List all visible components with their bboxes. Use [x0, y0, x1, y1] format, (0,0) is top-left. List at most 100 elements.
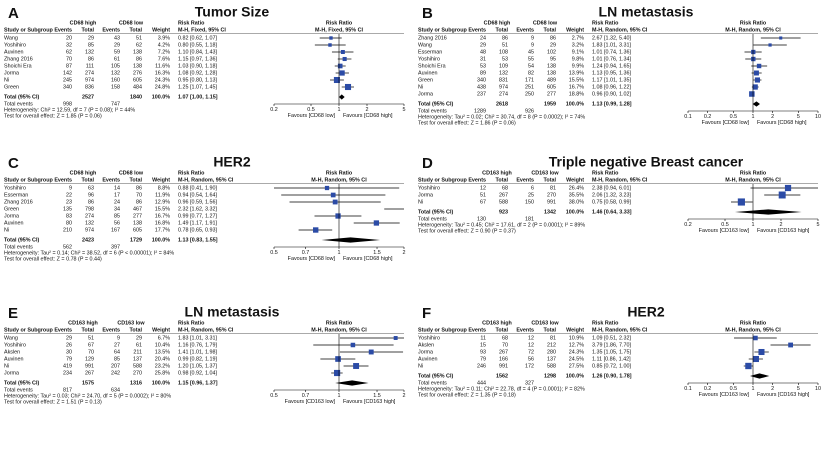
total: 29 — [136, 335, 142, 341]
ci-label: 1.08 [0.96, 1.22] — [592, 84, 631, 90]
column-header: Total — [544, 327, 557, 333]
diamond — [734, 209, 802, 215]
total-events-label: Total events — [418, 380, 447, 386]
panel-letter: A — [8, 5, 19, 22]
plot-area — [313, 336, 404, 386]
overall-effect: Test for overall effect: Z = 1.85 (P = 0… — [4, 113, 102, 119]
group-header: Risk Ratio — [326, 20, 353, 26]
column-header: M-H, Random, 95% CI — [178, 327, 234, 333]
column-header: Total — [130, 177, 143, 183]
heterogeneity: Heterogeneity: Tau² = 0.11; Chi² = 22.78… — [418, 386, 585, 392]
study-name: Yoshihiro — [418, 56, 440, 62]
weight: 23.2% — [155, 363, 170, 369]
study-name: Auvinen — [4, 220, 23, 226]
study-name: Ni — [418, 199, 423, 205]
group-header: Risk Ratio — [178, 320, 205, 326]
x-label-right: Favours [CD163 high] — [757, 392, 810, 398]
column-header: Total — [544, 27, 557, 33]
x-label-right: Favours [CD68 high] — [343, 113, 393, 119]
events: 419 — [63, 363, 72, 369]
ci-label: 1.49 [1.17, 1.91] — [178, 220, 217, 226]
study-name: Ni — [418, 84, 423, 90]
ci-label: 0.75 [0.58, 0.99] — [592, 199, 631, 205]
total-events-label: Total events — [4, 101, 33, 107]
column-header: M-H, Random, 95% CI — [725, 177, 781, 183]
column-header: Total — [496, 177, 509, 183]
total: 267 — [85, 370, 94, 376]
weight: 24.3% — [569, 349, 584, 355]
weight: 11.6% — [155, 63, 170, 69]
weight: 12.9% — [155, 199, 170, 205]
events: 150 — [525, 199, 534, 205]
ci-label: 1.83 [1.01, 3.31] — [178, 335, 217, 341]
x-tick-label: 0.2 — [684, 222, 692, 228]
weight: 24.3% — [155, 77, 170, 83]
ci-label: 0.99 [0.82, 1.19] — [178, 356, 217, 362]
x-tick-label: 0.2 — [704, 386, 712, 392]
events: 29 — [66, 335, 72, 341]
total-events-label: Total events — [418, 216, 447, 222]
ci-label: 1.46 [0.64, 3.33] — [592, 209, 632, 215]
point-estimate — [324, 185, 330, 191]
point-estimate — [393, 336, 398, 340]
total: 1840 — [130, 94, 142, 100]
study-name: Green — [4, 84, 19, 90]
events: 48 — [480, 49, 486, 55]
events: 45 — [528, 49, 534, 55]
study-name: Wang — [4, 335, 18, 341]
ci-label: 1.35 [1.05, 1.75] — [592, 349, 631, 355]
study-name: Jorma — [4, 370, 19, 376]
panel-letter: B — [422, 5, 433, 22]
total: 108 — [499, 49, 508, 55]
column-header: Weight — [566, 27, 584, 33]
total: 166 — [499, 356, 508, 362]
x-tick-label: 1.5 — [373, 250, 381, 256]
x-tick-label: 0.5 — [270, 250, 278, 256]
weight: 3.2% — [572, 42, 584, 48]
study-name: Shoichi Era — [4, 63, 32, 69]
ci-label: 1.26 [0.90, 1.78] — [592, 373, 632, 379]
total: 274 — [499, 91, 508, 97]
plot-area — [274, 185, 404, 243]
weight: 16.7% — [569, 84, 584, 90]
total: 2618 — [496, 101, 508, 107]
x-tick-label: 1.5 — [373, 393, 381, 399]
events: 9 — [531, 35, 534, 41]
column-header: Study or Subgroup — [418, 27, 468, 33]
total: 588 — [547, 363, 556, 369]
total: 270 — [133, 370, 142, 376]
plot-area — [733, 335, 811, 379]
group-header: CD163 low — [117, 320, 145, 326]
study-name: Jorma — [418, 91, 433, 97]
events: 17 — [114, 192, 120, 198]
total: 605 — [547, 84, 556, 90]
point-estimate — [753, 70, 759, 76]
weight: 7.6% — [158, 56, 170, 62]
events: 56 — [114, 220, 120, 226]
events: 634 — [111, 387, 120, 393]
total-label: Total (95% CI) — [418, 373, 453, 379]
total-label: Total (95% CI) — [418, 209, 453, 215]
weight: 100.0% — [152, 94, 170, 100]
column-header: Events — [54, 177, 72, 183]
total: 1575 — [82, 380, 94, 386]
total: 588 — [133, 363, 142, 369]
events: 246 — [477, 363, 486, 369]
events: 80 — [66, 220, 72, 226]
weight: 100.0% — [152, 380, 170, 386]
study-name: Esserman — [418, 49, 442, 55]
point-estimate — [368, 349, 374, 355]
group-header: Risk Ratio — [326, 320, 353, 326]
events: 31 — [480, 56, 486, 62]
total: 267 — [499, 192, 508, 198]
ci-label: 1.16 [0.76, 1.79] — [178, 342, 217, 348]
total: 111 — [86, 63, 94, 69]
ci-label: 1.03 [0.90, 1.18] — [178, 63, 217, 69]
weight: 12.7% — [569, 342, 584, 348]
ci-label: 0.78 [0.65, 0.93] — [178, 227, 217, 233]
total-label: Total (95% CI) — [418, 101, 453, 107]
group-header: CD163 low — [531, 170, 559, 176]
events: 171 — [525, 77, 534, 83]
point-estimate — [745, 362, 752, 370]
total: 138 — [133, 49, 142, 55]
